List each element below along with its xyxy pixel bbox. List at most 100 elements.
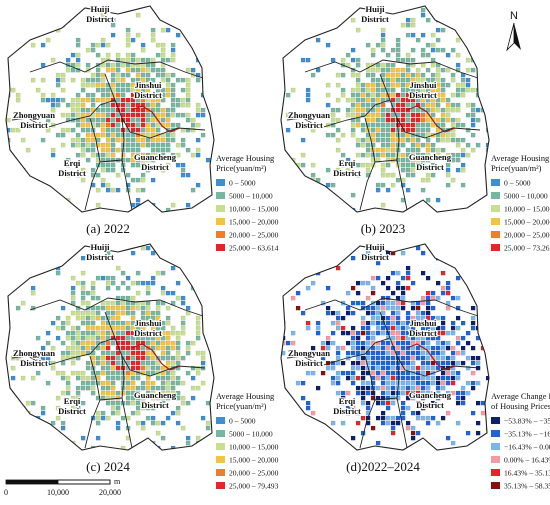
price-cell	[95, 415, 101, 421]
price-cell	[375, 440, 381, 446]
price-cell	[380, 117, 386, 123]
price-cell	[445, 162, 451, 168]
price-cell	[330, 340, 336, 346]
district-boundary	[304, 297, 479, 317]
price-cell	[105, 187, 111, 193]
price-cell	[115, 67, 121, 73]
price-cell	[435, 355, 441, 361]
price-cell	[340, 370, 346, 376]
price-cell	[380, 355, 386, 361]
price-cell	[385, 122, 391, 128]
price-cell	[105, 300, 111, 306]
price-cell	[85, 97, 91, 103]
price-cell	[105, 370, 111, 376]
price-cell	[420, 152, 426, 158]
price-cell	[150, 315, 156, 321]
price-cell	[65, 12, 71, 18]
price-cell	[85, 360, 91, 366]
price-cell	[165, 72, 171, 78]
price-cell	[40, 97, 46, 103]
price-cell	[60, 132, 66, 138]
price-cell	[395, 285, 401, 291]
price-cell	[310, 370, 316, 376]
price-cell	[350, 435, 356, 441]
price-cell	[155, 340, 161, 346]
price-cell	[95, 410, 101, 416]
price-cell	[140, 425, 146, 431]
price-cell	[415, 152, 421, 158]
price-cell	[470, 305, 476, 311]
price-cell	[465, 32, 471, 38]
price-cell	[420, 250, 426, 256]
price-cell	[455, 360, 461, 366]
price-cell	[150, 122, 156, 128]
price-cell	[165, 112, 171, 118]
price-cell	[150, 340, 156, 346]
price-cell	[135, 197, 141, 203]
price-cell	[70, 335, 76, 341]
price-cell	[130, 177, 136, 183]
price-cell	[385, 147, 391, 153]
price-cell	[185, 102, 191, 108]
price-cell	[465, 57, 471, 63]
price-cell	[460, 77, 466, 83]
price-cell	[135, 420, 141, 426]
price-cell	[335, 375, 341, 381]
price-cell	[380, 112, 386, 118]
price-cell	[375, 132, 381, 138]
price-cell	[450, 330, 456, 336]
price-cell	[175, 340, 181, 346]
price-cell	[405, 82, 411, 88]
price-cell	[450, 117, 456, 123]
price-cell	[380, 137, 386, 143]
price-cell	[445, 390, 451, 396]
price-cell	[465, 77, 471, 83]
price-cell	[185, 345, 191, 351]
price-cell	[185, 435, 191, 441]
district-boundary	[29, 297, 204, 317]
price-cell	[165, 305, 171, 311]
price-cell	[75, 107, 81, 113]
price-cell	[420, 310, 426, 316]
price-cell	[385, 62, 391, 68]
price-cell	[400, 102, 406, 108]
price-cell	[430, 172, 436, 178]
price-cell	[105, 62, 111, 68]
price-cell	[420, 97, 426, 103]
price-cell	[425, 147, 431, 153]
price-cell	[450, 137, 456, 143]
price-cell	[335, 167, 341, 173]
price-cell	[95, 295, 101, 301]
price-cell	[355, 410, 361, 416]
price-cell	[410, 152, 416, 158]
price-cell	[175, 355, 181, 361]
price-cell	[10, 127, 16, 133]
price-cell	[420, 270, 426, 276]
price-cell	[355, 92, 361, 98]
price-cell	[70, 112, 76, 118]
price-cell	[380, 360, 386, 366]
price-cell	[20, 300, 26, 306]
price-cell	[135, 67, 141, 73]
price-cell	[120, 7, 126, 13]
price-cell	[105, 127, 111, 133]
price-cell	[425, 360, 431, 366]
price-cell	[75, 350, 81, 356]
price-cell	[165, 360, 171, 366]
district-boundary	[11, 337, 116, 367]
price-cell	[370, 112, 376, 118]
price-cell	[150, 32, 156, 38]
price-cell	[45, 355, 51, 361]
price-cell	[400, 72, 406, 78]
price-cell	[40, 405, 46, 411]
price-cell	[440, 340, 446, 346]
price-cell	[70, 395, 76, 401]
price-cell	[185, 117, 191, 123]
price-cell	[385, 315, 391, 321]
price-cell	[150, 365, 156, 371]
price-cell	[355, 72, 361, 78]
price-cell	[105, 385, 111, 391]
price-cell	[340, 87, 346, 93]
price-cell	[85, 127, 91, 133]
price-cell	[105, 42, 111, 48]
